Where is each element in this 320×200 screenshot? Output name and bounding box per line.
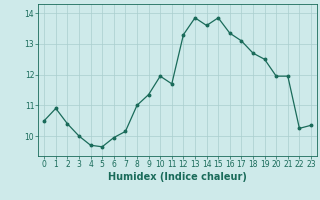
X-axis label: Humidex (Indice chaleur): Humidex (Indice chaleur) bbox=[108, 172, 247, 182]
